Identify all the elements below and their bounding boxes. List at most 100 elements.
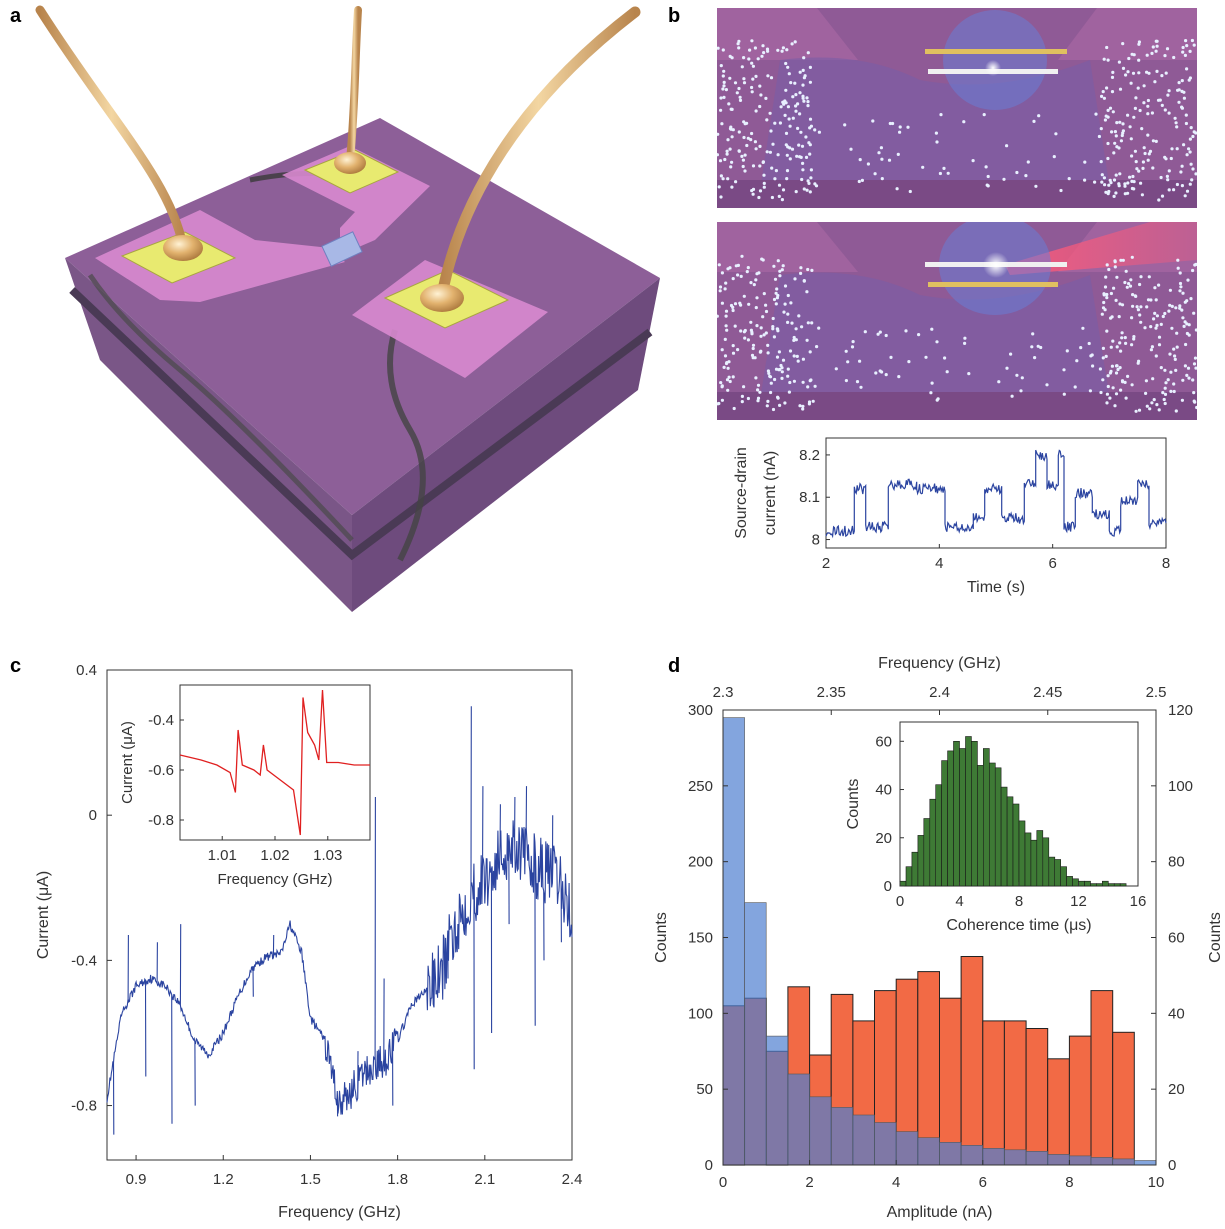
electron-dot: [1131, 174, 1135, 179]
electron-dot: [1159, 322, 1163, 326]
electron-dot: [1192, 130, 1196, 134]
electron-dot: [805, 188, 809, 192]
electron-dot: [776, 153, 780, 157]
electron-dot: [1168, 288, 1172, 292]
electron-dot: [719, 108, 723, 112]
electron-dot: [1120, 133, 1124, 138]
electron-dot: [1136, 361, 1140, 365]
electron-dot: [807, 181, 811, 185]
x-tick-label: 2.1: [474, 1171, 495, 1188]
electron-dot: [1169, 156, 1173, 161]
electron-dot: [1140, 193, 1144, 197]
electron-dot: [761, 160, 766, 164]
electron-dot: [888, 121, 892, 126]
electron-dot: [1121, 258, 1125, 262]
electron-dot: [1005, 144, 1009, 148]
electron-dot: [754, 147, 758, 151]
electron-dot: [728, 147, 732, 151]
electron-dot: [1106, 108, 1110, 112]
electron-dot: [801, 96, 805, 100]
electron-dot: [1154, 298, 1158, 302]
electron-dot: [762, 181, 766, 185]
electron-dot: [792, 379, 797, 383]
electron-dot: [1131, 293, 1135, 297]
electron-dot: [813, 384, 817, 388]
electron-dot: [1134, 160, 1138, 164]
electron-dot: [777, 350, 782, 354]
electron-dot: [740, 154, 744, 158]
electron-dot: [786, 65, 790, 69]
electron-dot: [720, 271, 725, 275]
y-axis-label-left: Counts: [653, 912, 670, 963]
electron-dot: [1112, 178, 1117, 182]
electron-dot: [1121, 380, 1125, 384]
electron-dot: [930, 381, 934, 385]
y-tick-label-right: 80: [1168, 854, 1185, 871]
electron-dot: [1180, 184, 1184, 188]
electron-dot: [724, 361, 729, 366]
electron-dot: [1105, 86, 1109, 90]
electron-dot: [1130, 343, 1134, 347]
electron-dot: [1138, 108, 1142, 113]
electron-dot: [766, 74, 770, 78]
electron-dot: [935, 140, 939, 144]
electron-dot: [896, 152, 900, 156]
electron-dot: [1160, 103, 1164, 107]
electron-dot: [963, 341, 967, 345]
electron-dot: [1143, 326, 1147, 330]
electron-dot: [784, 88, 788, 92]
electron-dot: [790, 147, 795, 151]
electron-dot: [808, 80, 813, 84]
histogram-bar-coherence: [1030, 839, 1038, 887]
electron-dot: [717, 153, 719, 157]
electron-dot: [1124, 269, 1128, 273]
electron-dot: [1036, 344, 1040, 348]
electron-dot: [750, 39, 754, 43]
electron-dot: [1157, 343, 1162, 347]
electron-dot: [1176, 258, 1180, 262]
electron-dot: [776, 329, 780, 333]
electron-dot: [1114, 371, 1119, 375]
electron-dot: [1174, 121, 1178, 125]
electron-dot: [719, 96, 723, 100]
electron-dot: [764, 303, 768, 307]
electron-dot: [1167, 111, 1171, 115]
electron-dot: [1163, 386, 1167, 390]
electron-dot: [1075, 359, 1079, 363]
electron-dot: [1131, 71, 1136, 75]
electron-dot: [764, 96, 768, 100]
electron-dot: [750, 353, 755, 357]
electron-dot: [1150, 345, 1154, 349]
histogram-bar-amplitude: [1025, 1151, 1049, 1166]
electron-dot: [1142, 84, 1146, 88]
electron-dot: [731, 375, 735, 379]
histogram-bar-coherence: [1096, 883, 1103, 887]
electron-dot: [1125, 285, 1129, 289]
y-tick-label-left: 0: [705, 1157, 713, 1174]
electron-dot: [1106, 384, 1110, 389]
electron-dot: [1105, 263, 1109, 267]
electron-dot: [1154, 354, 1158, 358]
electron-dot: [769, 381, 773, 385]
electron-dot: [1052, 155, 1056, 159]
electron-dot: [1175, 182, 1179, 187]
electron-dot: [1138, 313, 1142, 317]
electron-dot: [745, 143, 749, 148]
electron-dot: [1166, 93, 1170, 97]
electron-dot: [731, 128, 735, 132]
electron-dot: [793, 81, 797, 85]
electron-dot: [722, 69, 726, 73]
electron-dot: [1104, 354, 1108, 358]
histogram-bar-coherence: [982, 748, 990, 887]
panel-b: b 2 4 6 8 8 8.1 8.2 Time (s): [668, 5, 1197, 596]
y-tick-label-right: 0: [1168, 1157, 1176, 1174]
electron-dot: [774, 302, 778, 306]
electron-dot: [1117, 315, 1121, 319]
electron-dot: [798, 404, 802, 408]
electron-dot: [738, 95, 742, 99]
histogram-bar-amplitude: [1112, 1158, 1135, 1166]
electron-dot: [750, 90, 754, 94]
electron-dot: [1159, 366, 1163, 370]
y-tick-label-left: 50: [696, 1081, 713, 1098]
electron-dot: [1111, 110, 1115, 114]
